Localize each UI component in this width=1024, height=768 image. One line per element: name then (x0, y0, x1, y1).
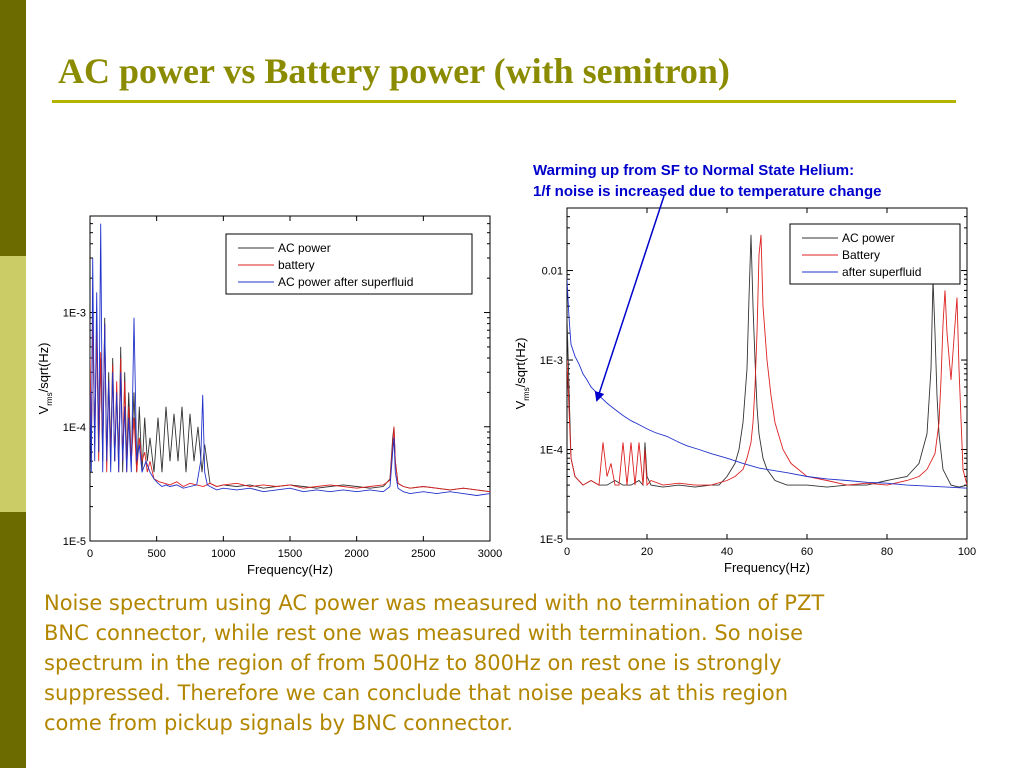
left-chart-x-tick-label: 0 (87, 548, 93, 560)
right-chart-y-tick-label: 1E-3 (540, 355, 563, 367)
right-chart: 0 20 40 60 80 100 1E-5 1E-4 1E-3 0.01 Frequency(Hz… (513, 207, 976, 575)
chart-annotation: Warming up from SF to Normal State Heliu… (533, 160, 881, 202)
left-chart-series-line-1 (90, 303, 490, 493)
right-chart-x-tick-label: 20 (641, 546, 653, 558)
body-line-2: BNC connector, while rest one was measur… (44, 621, 804, 645)
right-chart-x-tick-label: 40 (721, 546, 733, 558)
right-chart-legend-label: Battery (842, 248, 880, 262)
right-chart-series-line-2 (567, 234, 967, 487)
left-chart-legend-label: battery (278, 258, 315, 272)
slide-title: AC power vs Battery power (with semitron… (58, 51, 730, 91)
right-chart-x-tick-label: 0 (564, 546, 570, 558)
left-chart-y-tick-label: 1E-5 (63, 536, 86, 548)
sidebar-band-middle (0, 256, 26, 512)
left-chart-y-tick-label: 1E-3 (63, 308, 86, 320)
left-chart-legend-label: AC power (278, 241, 331, 255)
sidebar-band-bottom (0, 512, 26, 768)
left-chart-x-tick-label: 500 (147, 548, 165, 560)
left-chart-x-tick-label: 3000 (478, 548, 502, 560)
right-chart-legend (789, 223, 961, 285)
body-line-1: Noise spectrum using AC power was measur… (44, 591, 825, 615)
left-chart-x-axis-label: Frequency(Hz) (247, 562, 333, 577)
right-chart-x-tick-label: 80 (881, 546, 893, 558)
left-chart-x-tick-label: 2500 (411, 548, 435, 560)
body-line-3: spectrum in the region of from 500Hz to … (44, 651, 782, 675)
body-line-4: suppressed. Therefore we can conclude th… (44, 681, 789, 705)
sidebar-band-top (0, 0, 26, 256)
slide-sidebar (0, 0, 26, 768)
annotation-arrow (594, 195, 665, 402)
annotation-line-1: Warming up from SF to Normal State Heliu… (533, 162, 855, 179)
left-chart-x-tick-label: 1000 (211, 548, 235, 560)
slide-body-text: Noise spectrum using AC power was measur… (44, 588, 1019, 738)
right-chart-y-tick-label: 0.01 (542, 266, 563, 278)
left-chart: 0 500 1000 1500 2000 2500 3000 1E-5 1E-4 1E-3 Freq… (36, 215, 502, 577)
left-chart-y-tick-label: 1E-4 (63, 422, 86, 434)
right-chart-x-tick-label: 100 (958, 546, 976, 558)
left-chart-series-line-3 (90, 223, 490, 496)
right-chart-x-axis-label: Frequency(Hz) (724, 560, 810, 575)
left-chart-series-line-2 (90, 312, 490, 493)
right-chart-legend-label: AC power (842, 231, 895, 245)
left-chart-legend-label: AC power after superfluid (278, 275, 413, 289)
annotation-line-2: 1/f noise is increased due to temperatur… (533, 183, 882, 200)
left-chart-x-tick-label: 1500 (278, 548, 302, 560)
left-chart-legend (225, 233, 473, 295)
right-chart-y-axis-label: Vrms/sqrt(Hz) (513, 338, 531, 410)
left-chart-y-axis-label: Vrms/sqrt(Hz) (36, 343, 54, 415)
right-chart-y-tick-label: 1E-4 (540, 445, 563, 457)
body-line-5: come from pickup signals by BNC connecto… (44, 711, 514, 735)
title-underline (52, 100, 956, 103)
right-chart-legend-label: after superfluid (842, 265, 921, 279)
right-chart-series-line-3 (567, 279, 967, 489)
right-chart-x-tick-label: 60 (801, 546, 813, 558)
right-chart-y-tick-label: 1E-5 (540, 534, 563, 546)
left-chart-x-tick-label: 2000 (344, 548, 368, 560)
